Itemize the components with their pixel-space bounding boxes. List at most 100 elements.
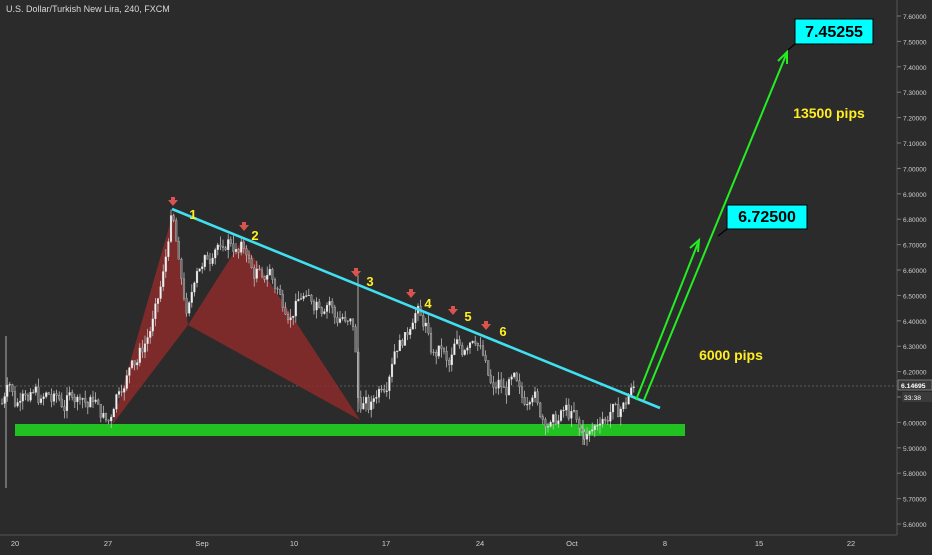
candle-body: [294, 300, 297, 317]
candle-body: [375, 397, 378, 399]
candle-body: [175, 220, 178, 242]
countdown-label: 33:38: [904, 395, 921, 402]
projection-line-long: [643, 54, 787, 401]
price-tick-label: 7.40000: [903, 65, 927, 72]
candle-body: [453, 343, 456, 355]
arrowhead-icon: [777, 49, 788, 64]
price-tick-label: 6.70000: [903, 243, 927, 250]
candle-body: [91, 396, 95, 402]
time-tick-label: 8: [663, 539, 667, 548]
wave-point-label: 4: [424, 296, 432, 311]
candle-body: [258, 268, 261, 271]
callout-pointer: [787, 43, 796, 51]
candle-body: [245, 248, 248, 256]
candle-body: [271, 268, 274, 280]
candle-body: [585, 434, 589, 440]
candle-body: [182, 278, 186, 299]
candle-body: [593, 425, 596, 430]
candle-body: [13, 391, 17, 407]
price-tick-label: 6.00000: [903, 420, 927, 427]
candle-body: [323, 311, 326, 314]
candle-body: [292, 315, 295, 318]
candle-body: [104, 413, 108, 421]
candle-body: [281, 294, 284, 308]
candle-body: [167, 241, 170, 258]
candle-body: [336, 316, 339, 323]
candle-body: [393, 351, 396, 365]
candle-body: [193, 282, 196, 293]
candle-body: [614, 403, 617, 405]
candle-body: [201, 266, 204, 269]
candle-body: [567, 404, 570, 419]
candle-body: [0, 403, 4, 405]
candle-body: [609, 411, 612, 422]
candle-body: [632, 386, 635, 388]
candle-body: [21, 393, 24, 402]
price-tick-label: 5.70000: [903, 497, 927, 504]
candle-body: [429, 333, 433, 353]
price-tick-label: 7.00000: [903, 166, 927, 173]
candle-body: [546, 426, 550, 428]
candle-body: [216, 244, 219, 250]
candle-body: [63, 406, 66, 411]
candle-body: [276, 288, 279, 290]
candle-body: [68, 392, 71, 396]
candle-body: [455, 339, 459, 344]
candle-body: [507, 379, 511, 396]
candle-body: [65, 395, 69, 411]
candle-body: [338, 318, 342, 323]
candle-body: [380, 388, 383, 391]
pattern-triangle-right: [188, 240, 360, 420]
candle-body: [42, 396, 45, 399]
candle-body: [84, 398, 87, 403]
down-arrow-icon: [239, 222, 249, 231]
down-arrow-icon: [168, 197, 178, 206]
candle-body: [47, 392, 50, 395]
candle-body: [591, 429, 594, 432]
candle-body: [76, 396, 79, 403]
candle-body: [489, 374, 492, 383]
projection-line-short: [635, 242, 699, 401]
candle-body: [500, 379, 503, 388]
candle-body: [198, 268, 201, 272]
candle-body: [578, 419, 581, 429]
candle-body: [128, 367, 131, 376]
candle-body: [572, 410, 576, 412]
candle-body: [19, 400, 22, 403]
candle-body: [539, 402, 542, 417]
candle-body: [328, 301, 331, 306]
candle-body: [411, 322, 414, 330]
candle-body: [617, 404, 620, 418]
candle-body: [409, 329, 412, 335]
candle-body: [320, 307, 323, 314]
candle-body: [318, 301, 321, 308]
candle-body: [133, 360, 136, 366]
candle-body: [279, 288, 282, 295]
candle-body: [432, 351, 435, 353]
price-tick-label: 5.90000: [903, 446, 927, 453]
candle-body: [32, 392, 35, 394]
candle-body: [310, 294, 313, 302]
pips-label-low: 6000 pips: [699, 347, 763, 363]
candle-body: [94, 399, 97, 402]
candle-body: [117, 391, 121, 395]
candle-body: [99, 404, 102, 418]
candle-body: [232, 243, 235, 252]
candle-body: [307, 294, 310, 297]
candle-body: [630, 387, 633, 396]
candle-body: [396, 350, 399, 352]
time-tick-label: Sep: [195, 539, 208, 548]
candle-body: [60, 398, 63, 407]
candle-body: [229, 239, 232, 244]
candle-body: [588, 430, 591, 435]
candle-body: [437, 345, 440, 357]
price-tick-label: 7.50000: [903, 39, 927, 46]
candle-body: [461, 345, 464, 355]
candle-body: [115, 394, 118, 410]
candle-body: [156, 298, 160, 304]
candle-body: [177, 241, 180, 260]
candle-body: [325, 305, 329, 312]
candle-body: [403, 332, 407, 346]
